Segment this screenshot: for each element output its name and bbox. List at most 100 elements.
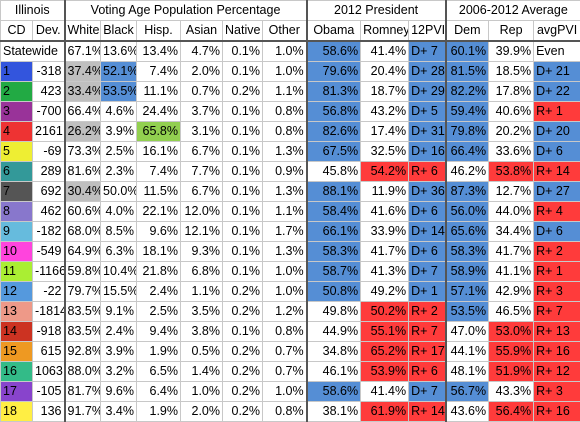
value-cell: 0.2% <box>223 282 263 302</box>
district-number: 8 <box>1 202 33 222</box>
value-cell: 0.2% <box>223 382 263 402</box>
value-cell: 65.8% <box>137 122 181 142</box>
value-cell: 1.4% <box>181 362 223 382</box>
value-cell: 9.6% <box>137 222 181 242</box>
value-cell: 1.1% <box>263 82 307 102</box>
value-cell: 2.5% <box>137 302 181 322</box>
value-cell: 3.1% <box>181 122 223 142</box>
value-cell: D+ 7 <box>409 382 446 402</box>
value-cell: D+ 1 <box>409 282 446 302</box>
value-cell: 44.9% <box>307 322 361 342</box>
value-cell: 59.8% <box>65 262 101 282</box>
group-header: 2006-2012 Average <box>446 1 580 21</box>
value-cell: 53.9% <box>361 362 409 382</box>
value-cell: D+ 21 <box>534 62 580 82</box>
value-cell: R+ 3 <box>534 382 580 402</box>
value-cell: 3.9% <box>101 122 137 142</box>
column-header: CD <box>1 21 33 42</box>
value-cell: 4.6% <box>101 102 137 122</box>
value-cell: R+ 14 <box>534 162 580 182</box>
value-cell: 43.3% <box>489 382 534 402</box>
district-number: 16 <box>1 362 33 382</box>
deviation: -69 <box>33 142 65 162</box>
value-cell: R+ 12 <box>534 362 580 382</box>
value-cell: 3.4% <box>101 402 137 422</box>
deviation: 615 <box>33 342 65 362</box>
value-cell: 82.2% <box>446 82 489 102</box>
value-cell: 12.0% <box>181 202 223 222</box>
value-cell: 0.2% <box>223 342 263 362</box>
value-cell: 43.6% <box>446 402 489 422</box>
value-cell: D+ 28 <box>409 62 446 82</box>
value-cell: D+ 6 <box>409 202 446 222</box>
value-cell: 81.5% <box>446 62 489 82</box>
deviation: -182 <box>33 222 65 242</box>
value-cell: 0.8% <box>263 402 307 422</box>
value-cell: 91.7% <box>65 402 101 422</box>
column-header: Dev. <box>33 21 65 42</box>
value-cell: 0.2% <box>223 302 263 322</box>
value-cell: 26.2% <box>65 122 101 142</box>
district-number: 5 <box>1 142 33 162</box>
value-cell: 1.3% <box>263 142 307 162</box>
value-cell: 17.4% <box>361 122 409 142</box>
value-cell: 1.3% <box>263 242 307 262</box>
value-cell: 37.4% <box>65 62 101 82</box>
value-cell: 11.9% <box>361 182 409 202</box>
value-cell: 41.7% <box>489 242 534 262</box>
value-cell: 1.1% <box>263 202 307 222</box>
value-cell: D+ 6 <box>534 222 580 242</box>
value-cell: 7.7% <box>181 162 223 182</box>
value-cell: 0.1% <box>223 262 263 282</box>
value-cell: 0.8% <box>263 102 307 122</box>
value-cell: 88.0% <box>65 362 101 382</box>
value-cell: 0.1% <box>223 182 263 202</box>
value-cell: 56.0% <box>446 202 489 222</box>
value-cell: 0.1% <box>223 222 263 242</box>
value-cell: 79.6% <box>307 62 361 82</box>
value-cell: R+ 3 <box>534 282 580 302</box>
value-cell: D+ 29 <box>409 82 446 102</box>
value-cell: 67.1% <box>65 41 101 62</box>
value-cell: 24.4% <box>137 102 181 122</box>
value-cell: 92.8% <box>65 342 101 362</box>
column-header: Asian <box>181 21 223 42</box>
value-cell: 7.4% <box>137 62 181 82</box>
column-header: Romney <box>361 21 409 42</box>
value-cell: 43.2% <box>361 102 409 122</box>
value-cell: 2.4% <box>101 322 137 342</box>
value-cell: 1.2% <box>263 302 307 322</box>
value-cell: 11.5% <box>137 182 181 202</box>
value-cell: 1.0% <box>263 282 307 302</box>
deviation: 1063 <box>33 362 65 382</box>
district-number: 18 <box>1 402 33 422</box>
value-cell: 9.6% <box>101 382 137 402</box>
value-cell: 0.2% <box>223 402 263 422</box>
value-cell: 46.2% <box>446 162 489 182</box>
value-cell: D+ 16 <box>409 142 446 162</box>
deviation: 136 <box>33 402 65 422</box>
group-header: Illinois <box>1 1 65 21</box>
value-cell: 0.1% <box>223 102 263 122</box>
value-cell: 22.1% <box>137 202 181 222</box>
value-cell: 0.9% <box>263 162 307 182</box>
group-header: 2012 President <box>307 1 446 21</box>
value-cell: 41.6% <box>361 202 409 222</box>
value-cell: 3.8% <box>181 322 223 342</box>
value-cell: 58.7% <box>307 262 361 282</box>
value-cell: 0.7% <box>181 82 223 102</box>
value-cell: 83.5% <box>65 302 101 322</box>
value-cell: 9.3% <box>181 242 223 262</box>
value-cell: 0.8% <box>263 122 307 142</box>
value-cell: 2.4% <box>137 282 181 302</box>
